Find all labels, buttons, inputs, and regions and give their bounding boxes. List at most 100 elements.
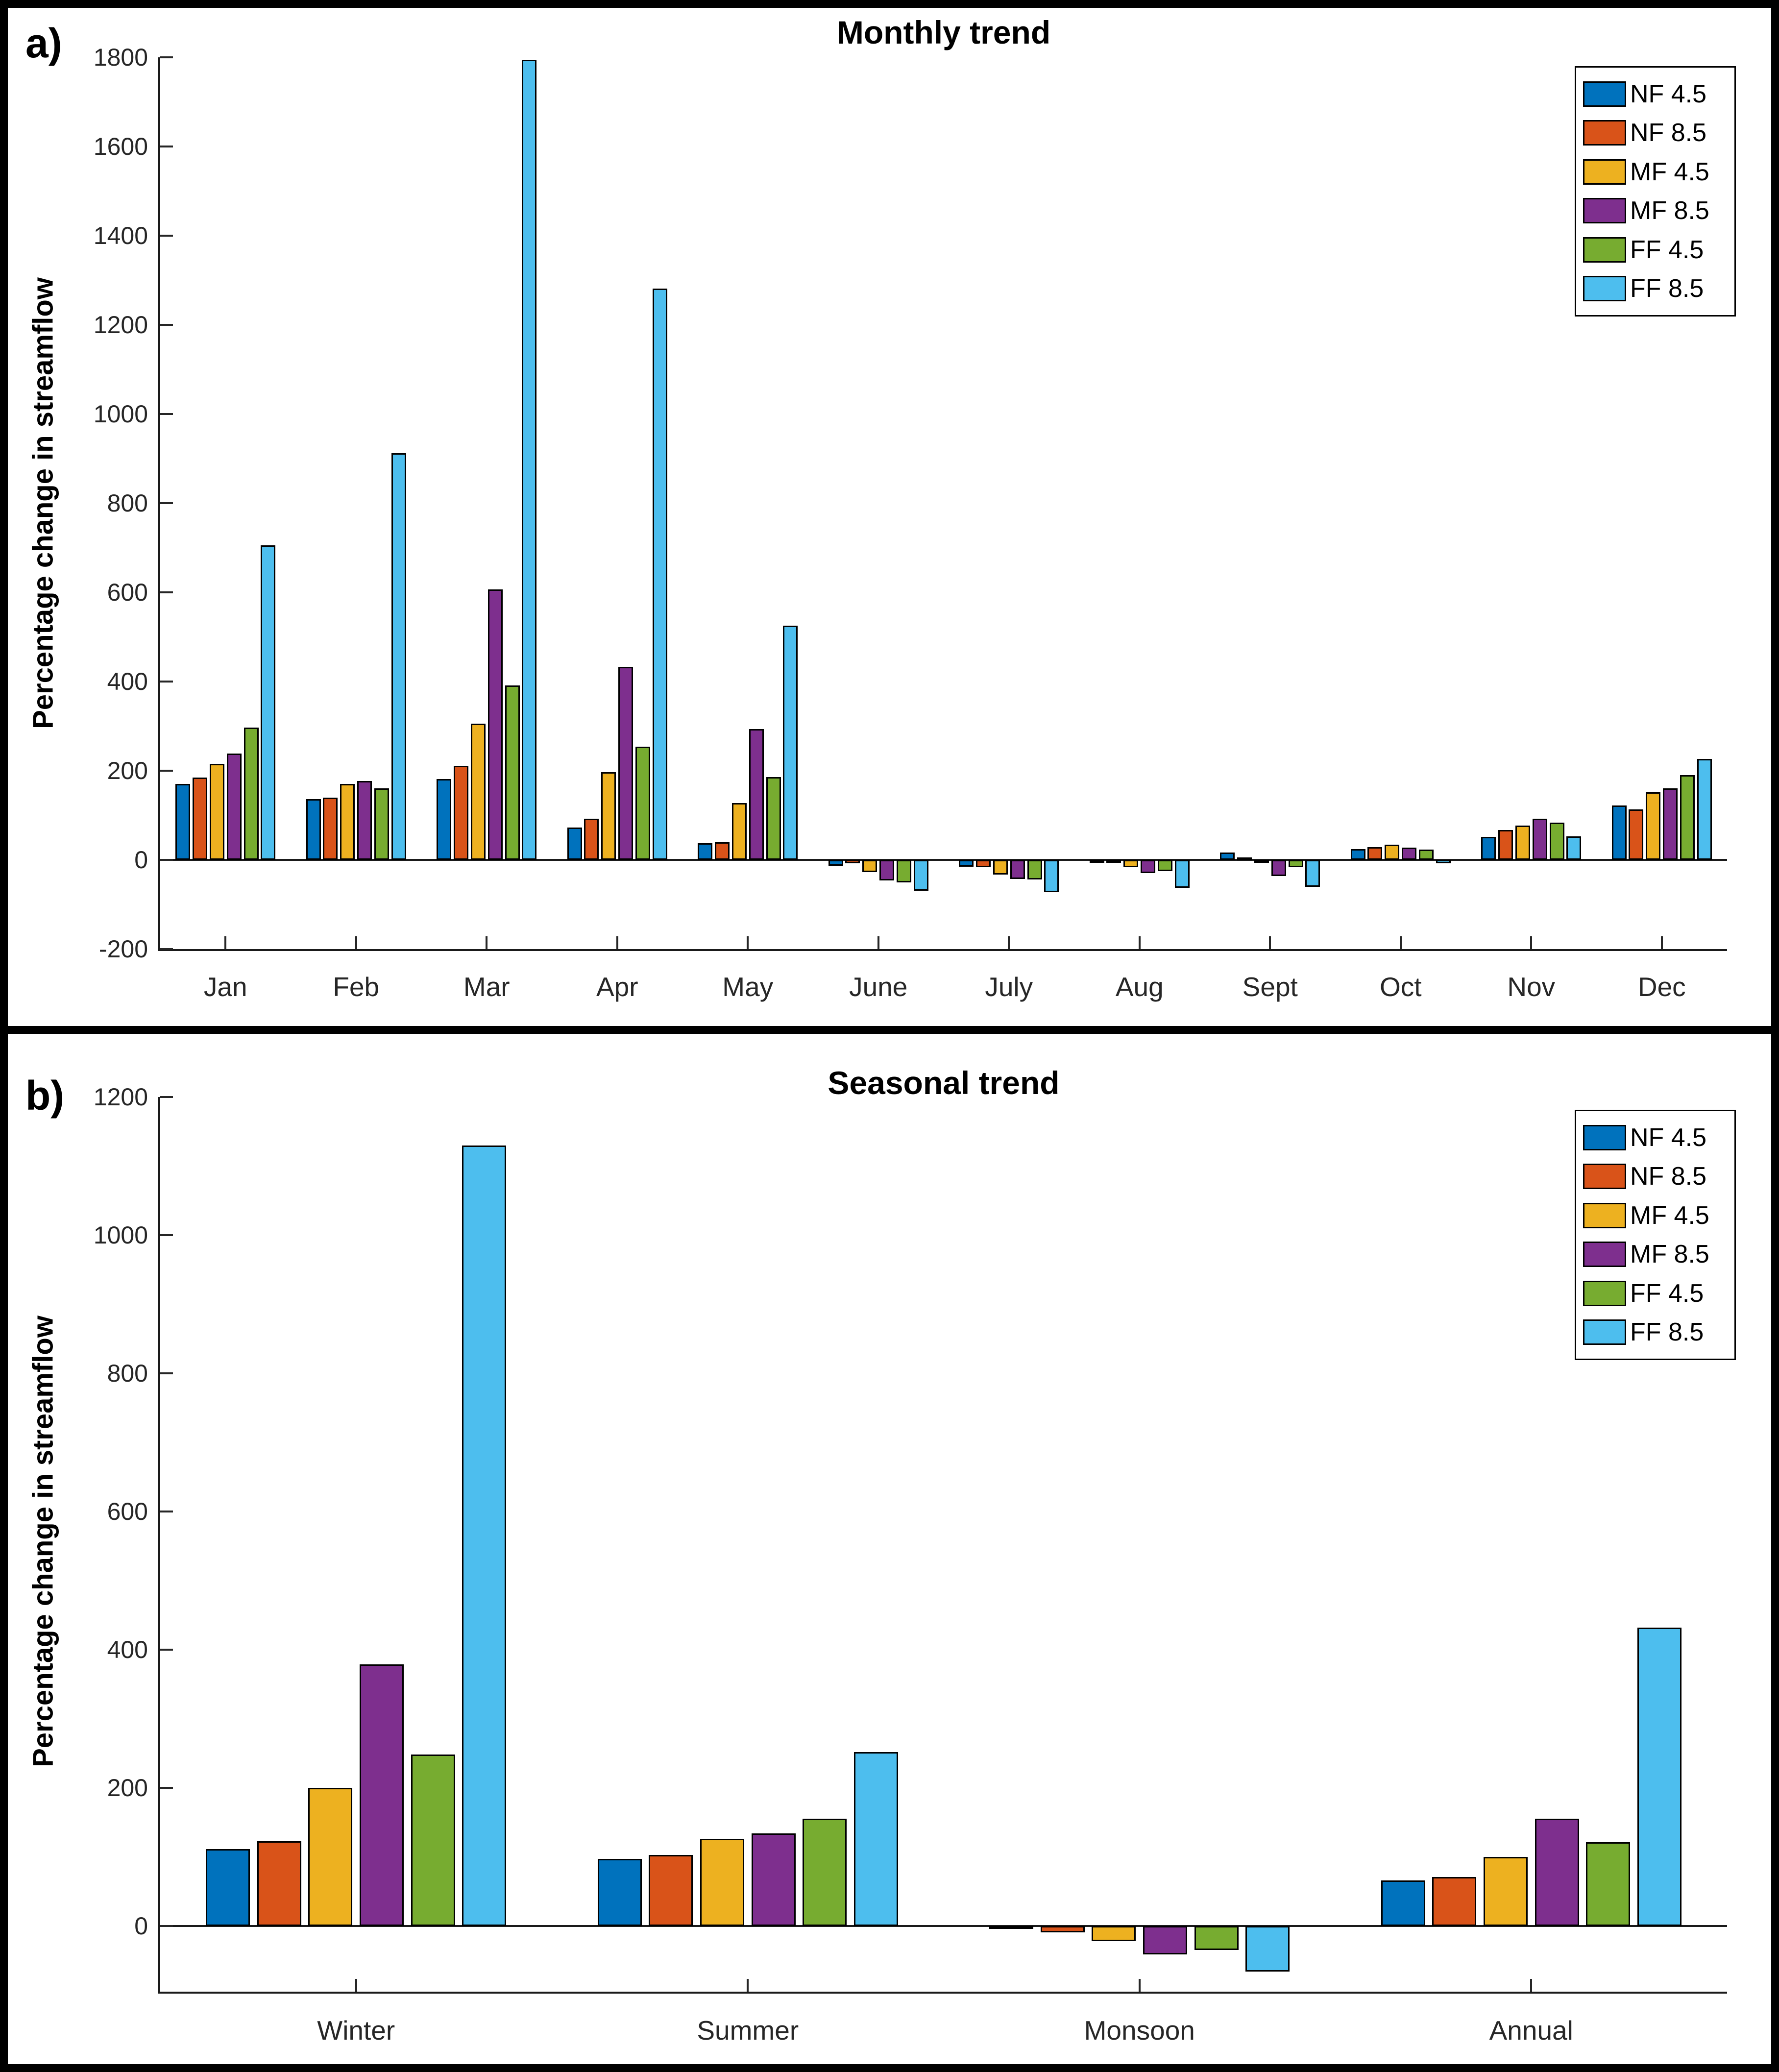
x-tick-label: Annual	[1489, 2015, 1573, 2046]
bar-NF45-Dec	[1611, 805, 1627, 860]
bar-NF45-Jan	[175, 784, 191, 860]
legend-swatch-icon	[1583, 198, 1626, 224]
y-tick-label: 800	[107, 1360, 148, 1387]
y-tick	[160, 413, 173, 415]
bar-FF45-Monsoon	[1194, 1926, 1239, 1950]
y-tick	[160, 591, 173, 593]
y-tick-label: 1200	[93, 311, 148, 339]
y-tick	[160, 1787, 173, 1789]
zero-axis-line	[160, 859, 1727, 861]
bar-NF45-July	[959, 860, 974, 867]
bar-MF85-Sept	[1271, 860, 1286, 876]
y-axis-label-monthly: Percentage change in streamflow	[27, 277, 59, 729]
y-tick	[160, 681, 173, 683]
bar-MF85-Summer	[751, 1833, 796, 1926]
y-tick-label: 1200	[93, 1083, 148, 1111]
legend-monthly: NF 4.5 NF 8.5 MF 4.5 MF 8.5 FF 4.5 FF 8.5	[1575, 66, 1736, 317]
legend-swatch-icon	[1583, 237, 1626, 263]
y-tick-label: 1000	[93, 1221, 148, 1249]
x-tick-label: June	[849, 972, 908, 1002]
x-tick	[1530, 936, 1533, 949]
x-tick-label: Monsoon	[1084, 2015, 1195, 2046]
bar-FF85-Aug	[1174, 860, 1190, 888]
bar-NF85-July	[975, 860, 991, 867]
bar-NF85-Feb	[323, 797, 338, 860]
legend-entry-MF85: MF 8.5	[1576, 192, 1734, 231]
bar-FF45-Jan	[244, 727, 259, 860]
bar-FF85-Apr	[652, 289, 667, 860]
legend-entry-MF45: MF 4.5	[1576, 1196, 1734, 1235]
bar-FF85-Sept	[1305, 860, 1320, 887]
legend-label: NF 8.5	[1630, 1162, 1707, 1191]
x-tick	[877, 936, 879, 949]
bar-MF45-Annual	[1483, 1857, 1528, 1926]
x-tick-label: May	[722, 972, 774, 1002]
bar-NF45-Annual	[1381, 1880, 1425, 1926]
x-tick	[1138, 936, 1141, 949]
zero-axis-line	[160, 1925, 1727, 1927]
bar-NF85-Mar	[453, 765, 468, 860]
bar-MF85-Apr	[618, 666, 634, 860]
legend-swatch-icon	[1583, 120, 1626, 146]
bar-MF85-Mar	[487, 589, 503, 860]
y-axis-spine	[158, 57, 160, 951]
legend-label: FF 8.5	[1630, 274, 1704, 303]
bar-NF85-Nov	[1498, 830, 1513, 860]
bar-NF45-Summer	[597, 1859, 642, 1926]
x-axis-spine	[158, 1991, 1727, 1994]
legend-entry-NF45: NF 4.5	[1576, 1118, 1734, 1157]
bar-MF45-July	[993, 860, 1008, 875]
x-tick	[1008, 936, 1010, 949]
bar-FF85-Dec	[1697, 759, 1712, 860]
bar-MF85-Dec	[1663, 788, 1678, 860]
bar-FF45-Aug	[1158, 860, 1173, 871]
bar-MF45-Winter	[308, 1788, 353, 1926]
legend-label: MF 4.5	[1630, 157, 1709, 186]
legend-entry-FF45: FF 4.5	[1576, 1274, 1734, 1313]
legend-entry-MF85: MF 8.5	[1576, 1235, 1734, 1274]
bar-NF45-June	[828, 860, 843, 866]
x-tick-label: Feb	[333, 972, 380, 1002]
bar-MF85-Annual	[1535, 1819, 1579, 1926]
bar-FF85-Jan	[261, 545, 276, 860]
bar-FF45-July	[1027, 860, 1042, 880]
legend-swatch-icon	[1583, 1242, 1626, 1268]
legend-entry-NF85: NF 8.5	[1576, 1157, 1734, 1196]
panel-divider	[0, 1026, 1779, 1034]
bar-FF45-Mar	[505, 685, 520, 860]
bar-NF45-Monsoon	[989, 1926, 1034, 1929]
y-tick	[160, 948, 173, 950]
bar-MF45-Monsoon	[1092, 1926, 1136, 1942]
bar-MF85-Nov	[1532, 819, 1547, 860]
bar-FF85-Feb	[391, 453, 406, 860]
y-tick	[160, 1649, 173, 1651]
x-tick	[355, 936, 357, 949]
bar-NF85-Apr	[584, 819, 599, 860]
y-tick	[160, 502, 173, 504]
y-tick-label: 200	[107, 757, 148, 784]
bar-FF85-June	[913, 860, 928, 891]
bar-FF85-Mar	[522, 59, 537, 860]
bar-FF45-Nov	[1549, 823, 1564, 860]
x-tick-label: Winter	[317, 2015, 395, 2046]
y-tick	[160, 324, 173, 326]
bar-MF85-Oct	[1402, 848, 1417, 860]
bar-NF85-Monsoon	[1040, 1926, 1085, 1932]
bar-MF85-July	[1010, 860, 1025, 879]
y-tick-label: 1600	[93, 133, 148, 160]
legend-entry-FF85: FF 8.5	[1576, 269, 1734, 309]
x-tick-label: Apr	[596, 972, 638, 1002]
legend-swatch-icon	[1583, 276, 1626, 302]
x-tick-label: Jan	[203, 972, 247, 1002]
bar-NF45-May	[698, 843, 713, 860]
bar-NF85-May	[714, 842, 730, 860]
x-tick	[1530, 1978, 1533, 1992]
bar-MF45-Feb	[340, 784, 355, 860]
y-tick	[160, 1372, 173, 1374]
bar-FF45-Oct	[1419, 850, 1434, 860]
bar-FF45-Apr	[635, 746, 651, 860]
bar-MF45-Aug	[1123, 860, 1139, 867]
x-tick-label: Sept	[1242, 972, 1298, 1002]
bar-FF45-Annual	[1586, 1842, 1631, 1926]
bar-NF85-Dec	[1629, 809, 1644, 860]
